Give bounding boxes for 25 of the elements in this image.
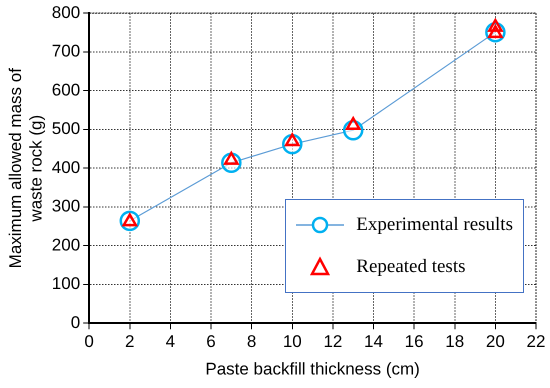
x-tick-label: 6 bbox=[206, 332, 216, 352]
x-tick-label: 10 bbox=[282, 332, 302, 352]
y-tick-label: 300 bbox=[52, 196, 80, 216]
y-axis-title: Maximum allowed mass of waste rock (g) bbox=[6, 68, 46, 268]
x-tick-label: 16 bbox=[404, 332, 424, 352]
x-tick-label: 20 bbox=[486, 332, 505, 352]
y-tick-label: 100 bbox=[52, 274, 80, 294]
y-tick-label: 400 bbox=[52, 158, 80, 177]
x-tick-label: 14 bbox=[364, 332, 383, 352]
y-tick-label: 200 bbox=[52, 235, 80, 254]
x-tick-label: 8 bbox=[246, 332, 256, 352]
legend-label: Repeated tests bbox=[356, 256, 466, 278]
x-tick-label: 18 bbox=[445, 332, 464, 352]
x-tick-label: 4 bbox=[166, 332, 176, 352]
legend-label: Experimental results bbox=[356, 214, 513, 236]
y-tick-label: 700 bbox=[52, 42, 80, 61]
x-tick-label: 0 bbox=[84, 332, 94, 352]
x-tick-label: 22 bbox=[526, 332, 546, 352]
y-tick-label: 500 bbox=[52, 119, 80, 138]
y-tick-label: 800 bbox=[52, 2, 80, 22]
x-axis-title: Paste backfill thickness (cm) bbox=[205, 359, 420, 378]
x-tick-label: 2 bbox=[125, 332, 135, 352]
y-tick-label: 600 bbox=[52, 80, 80, 100]
x-tick-label: 12 bbox=[323, 332, 342, 352]
y-tick-label: 0 bbox=[70, 312, 80, 332]
